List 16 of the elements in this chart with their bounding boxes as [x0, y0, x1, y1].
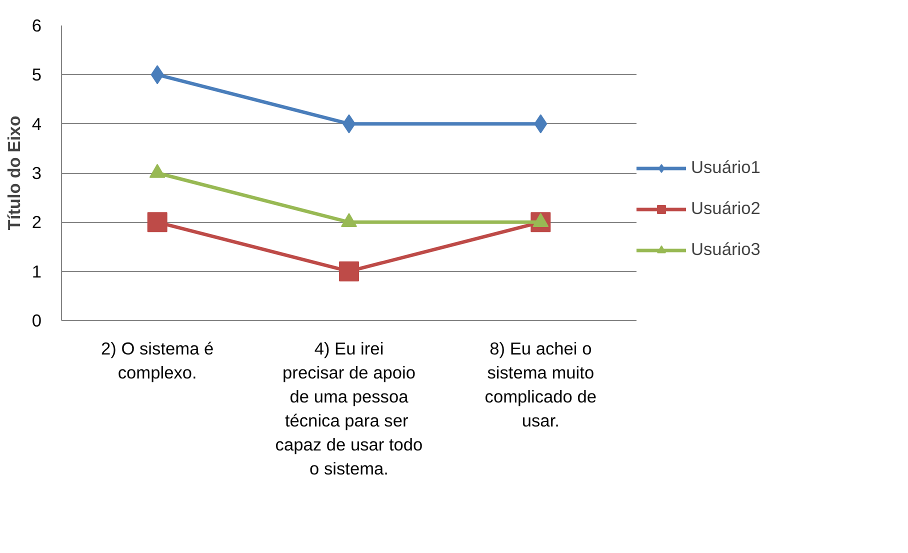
x-tick-label: 8) Eu achei o sistema muito complicado de usar. [484, 338, 597, 430]
y-tick-label: 1 [32, 261, 42, 282]
legend-label: Usuário1 [691, 157, 760, 178]
y-tick-label: 2 [32, 212, 42, 232]
x-tick-label: 2) O sistema é complexo. [101, 338, 214, 382]
legend-label: Usuário2 [691, 198, 760, 219]
point [147, 212, 168, 232]
point [339, 261, 359, 282]
y-tick-label: 6 [32, 16, 42, 36]
x-tick-label: 4) Eu irei precisar de apoio de uma pessoa técnica para ser capaz de usar todo o sistema. [275, 338, 423, 478]
y-tick-label: 3 [32, 163, 42, 183]
y-tick-label: 4 [32, 114, 42, 134]
y-tick-label: 0 [32, 310, 42, 330]
legend-label: Usuário3 [691, 239, 760, 260]
y-axis-title: Título do Eixo [4, 116, 24, 230]
y-tick-label: 5 [32, 64, 42, 85]
